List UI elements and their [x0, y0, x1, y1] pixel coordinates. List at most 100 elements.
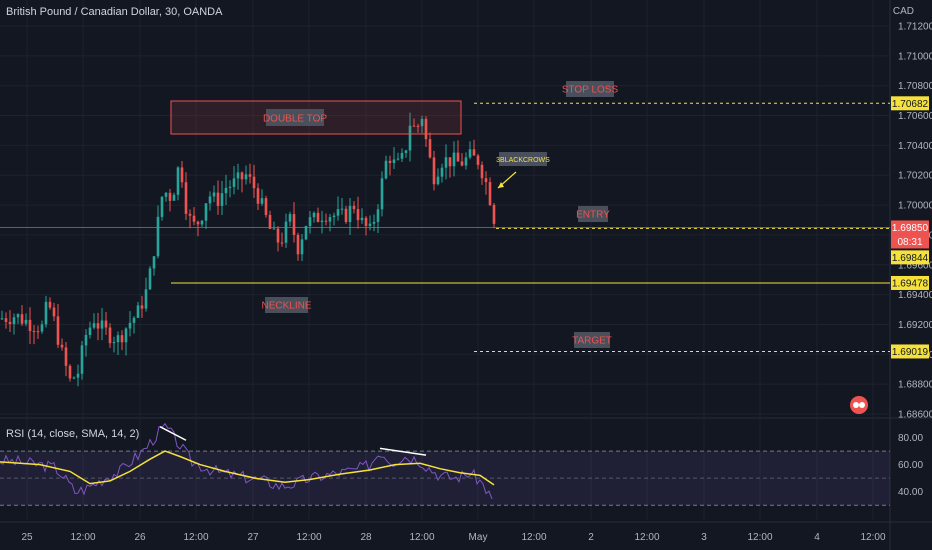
price-tick-label: 1.70600: [898, 111, 932, 122]
candle-down: [344, 208, 348, 223]
three-black-crows-box: [499, 152, 547, 166]
time-tick-label: 12:00: [409, 532, 434, 543]
candle-down: [108, 327, 112, 344]
candle-up: [88, 327, 92, 335]
candle-up: [444, 157, 448, 168]
candle-up: [420, 118, 424, 127]
countdown-badge: 08:31: [897, 237, 922, 248]
candle-up: [236, 172, 240, 179]
candle-down: [264, 198, 268, 215]
candle-down: [424, 118, 428, 140]
candle-up: [368, 223, 372, 226]
candle-down: [484, 178, 488, 183]
candle-down: [488, 182, 492, 205]
target-label: TARGET: [572, 336, 612, 347]
candle-up: [288, 214, 292, 222]
price-tick-label: 1.70200: [898, 171, 932, 182]
time-tick-label: 27: [247, 532, 259, 543]
price-tick-label: 1.71200: [898, 22, 932, 33]
candle-down: [60, 344, 64, 348]
candle-down: [48, 301, 52, 308]
candle-up: [40, 324, 44, 332]
candle-down: [324, 220, 328, 222]
candle-up: [116, 335, 120, 343]
rsi-label: RSI (14, close, SMA, 14, 2): [6, 428, 140, 440]
time-tick-label: 26: [134, 532, 146, 543]
candle-down: [64, 347, 68, 366]
candle-up: [156, 216, 160, 257]
candle-up: [80, 345, 84, 374]
candle-down: [476, 155, 480, 165]
candle-up: [44, 301, 48, 325]
currency-label: CAD: [892, 6, 914, 17]
candle-up: [440, 167, 444, 177]
entry-label: ENTRY: [576, 210, 610, 221]
candle-up: [392, 159, 396, 163]
candle-up: [152, 256, 156, 269]
candle-up: [136, 305, 140, 318]
rsi-divergence-line: [379, 447, 427, 456]
candle-down: [36, 331, 40, 333]
rsi-tick-label: 60.00: [898, 460, 923, 471]
candle-up: [408, 125, 412, 151]
candle-up: [468, 149, 472, 158]
stop-loss-badge: 1.70682: [892, 99, 929, 110]
current-price-badge-bg: [891, 220, 929, 235]
candle-up: [464, 157, 468, 166]
candle-up: [92, 323, 96, 328]
candle-down: [280, 242, 284, 244]
candle-up: [372, 221, 376, 224]
candle-up: [208, 196, 212, 204]
candle-down: [364, 217, 368, 226]
candle-down: [448, 157, 452, 167]
candle-up: [360, 217, 364, 221]
candle-down: [196, 221, 200, 225]
candle-up: [348, 205, 352, 223]
price-tick-label: 1.69200: [898, 320, 932, 331]
rsi-tick-label: 80.00: [898, 433, 923, 444]
candle-up: [212, 192, 216, 197]
candle-up: [128, 322, 132, 329]
stop-loss-label-box: [566, 81, 614, 97]
price-tick-label: 1.70400: [898, 141, 932, 152]
tradingview-logo-icon[interactable]: [849, 395, 869, 415]
candle-down: [296, 234, 300, 255]
candle-up: [220, 193, 224, 206]
candle-up: [376, 209, 380, 222]
candle-down: [104, 320, 108, 328]
candle-down: [216, 192, 220, 206]
price-tick-label: 1.69400: [898, 290, 932, 301]
candle-down: [184, 182, 188, 214]
target-badge-bg: [891, 344, 929, 359]
candle-up: [228, 186, 232, 188]
three-black-crows-label: 3BLACKCROWS: [496, 157, 550, 164]
candle-up: [244, 174, 248, 180]
candle-down: [120, 335, 124, 343]
entry-badge-bg: [891, 250, 929, 265]
candle-up: [336, 209, 340, 216]
candle-down: [412, 125, 416, 127]
price-tick-label: 1.68600: [898, 410, 932, 421]
candle-down: [192, 215, 196, 222]
candle-up: [148, 268, 152, 290]
candle-up: [320, 220, 324, 222]
candle-down: [68, 365, 72, 379]
neckline-badge: 1.69478: [892, 278, 929, 289]
candle-down: [188, 213, 192, 216]
candle-down: [428, 139, 432, 158]
candle-down: [252, 176, 256, 189]
candle-up: [260, 198, 264, 204]
candle-up: [176, 167, 180, 195]
candle-up: [16, 314, 20, 318]
candle-up: [172, 194, 176, 201]
neckline-label-box: [265, 297, 308, 313]
candle-up: [0, 318, 4, 320]
candle-up: [304, 226, 308, 240]
neckline-label: NECKLINE: [261, 301, 311, 312]
crows-arrow-head: [498, 182, 504, 188]
price-tick-label: 1.70000: [898, 201, 932, 212]
candle-down: [480, 164, 484, 179]
neckline-badge-bg: [891, 275, 929, 290]
candle-up: [124, 328, 128, 343]
